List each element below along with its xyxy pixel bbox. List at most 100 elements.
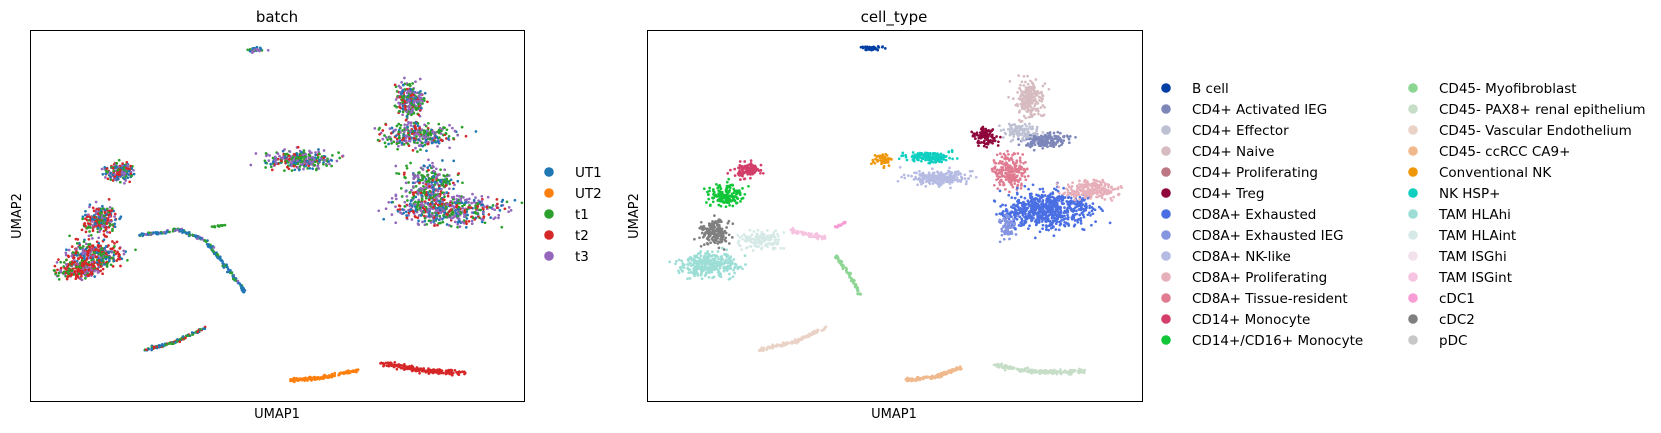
scatter-point [75,254,79,257]
scatter-point [56,268,59,272]
scatter-point [84,242,88,246]
scatter-point [1063,224,1067,228]
scatter-point [497,216,500,220]
scatter-point [462,215,466,219]
scatter-point [306,167,310,170]
scatter-point [413,202,417,206]
scatter-point [1010,196,1014,199]
scatter-point [467,201,470,204]
scatter-point [1073,223,1077,227]
scatter-point [87,243,90,246]
scatter-point [461,204,464,208]
scatter-point [998,161,1002,165]
scatter-point [1021,214,1025,217]
scatter-point [92,254,96,258]
scatter-point [1030,219,1033,223]
scatter-point [396,147,399,151]
scatter-point [95,210,98,214]
scatter-point [1023,221,1026,225]
scatter-point [1019,221,1023,225]
scatter-point [113,215,116,218]
scatter-point [1024,116,1028,120]
scatter-point [89,226,92,229]
scatter-point [421,181,425,185]
scatter-point [223,223,227,227]
scatter-point [436,178,440,182]
scatter-point [998,152,1002,155]
scatter-point [417,113,421,117]
scatter-point [1012,203,1015,207]
scatter-point [993,165,997,169]
scatter-point [306,379,309,382]
scatter-point [113,218,117,222]
scatter-point [1025,167,1029,171]
scatter-point [1061,141,1064,145]
scatter-point [395,124,399,128]
scatter-point [93,269,96,273]
scatter-point [982,144,986,148]
scatter-point [94,219,98,223]
scatter-point [458,225,462,228]
legend-marker-ut1 [544,167,554,177]
scatter-point [164,343,168,347]
scatter-point [464,134,468,138]
scatter-point [102,214,106,218]
scatter-point [1027,187,1030,191]
scatter-point [430,141,434,145]
scatter-point [81,248,85,251]
scatter-point [178,228,182,232]
scatter-point [424,138,428,142]
scatter-point [412,193,415,196]
scatter-point [410,188,413,192]
scatter-point [1046,145,1049,149]
scatter-point [77,242,81,245]
scatter-point [1014,211,1018,215]
scatter-point [1052,213,1055,217]
scatter-point [105,230,109,234]
scatter-point [118,180,122,184]
scatter-point [395,367,399,371]
scatter-point [64,251,68,255]
scatter-point [1004,156,1008,160]
scatter-point [1035,206,1038,209]
scatter-point [434,202,438,206]
scatter-point [390,200,393,204]
scatter-point [422,164,426,168]
scatter-point [457,208,460,211]
scatter-point [1018,164,1022,168]
scatter-point [431,178,435,182]
scatter-point [1054,228,1058,231]
scatter-point [162,230,166,234]
scatter-point [54,272,57,276]
scatter-point [1054,188,1058,192]
scatter-point [1041,146,1045,150]
scatter-point [1009,132,1012,136]
scatter-point [79,266,82,269]
scatter-point [397,136,401,140]
scatter-point [212,246,216,249]
scatter-point [1006,128,1010,131]
scatter-point [355,370,358,374]
scatter-point [450,196,454,199]
scatter-point [125,161,129,164]
scatter-point [414,190,417,194]
scatter-point [418,371,421,375]
scatter-point [289,377,292,381]
scatter-point [456,220,460,224]
scatter-point [1024,128,1028,131]
scatter-point [1012,213,1016,217]
scatter-point [1026,82,1030,86]
scatter-point [1050,221,1054,225]
scatter-point [1053,216,1057,220]
legend-label-t1: t1 [575,207,589,223]
scatter-point [419,106,423,110]
scatter-point [463,198,467,202]
scatter-point [83,251,87,254]
scatter-point [1058,131,1062,135]
scatter-point [397,130,401,134]
scatter-point [407,121,411,125]
scatter-point [109,263,113,267]
scatter-point [304,164,307,168]
scatter-point [445,177,449,181]
scatter-point [1052,234,1056,238]
